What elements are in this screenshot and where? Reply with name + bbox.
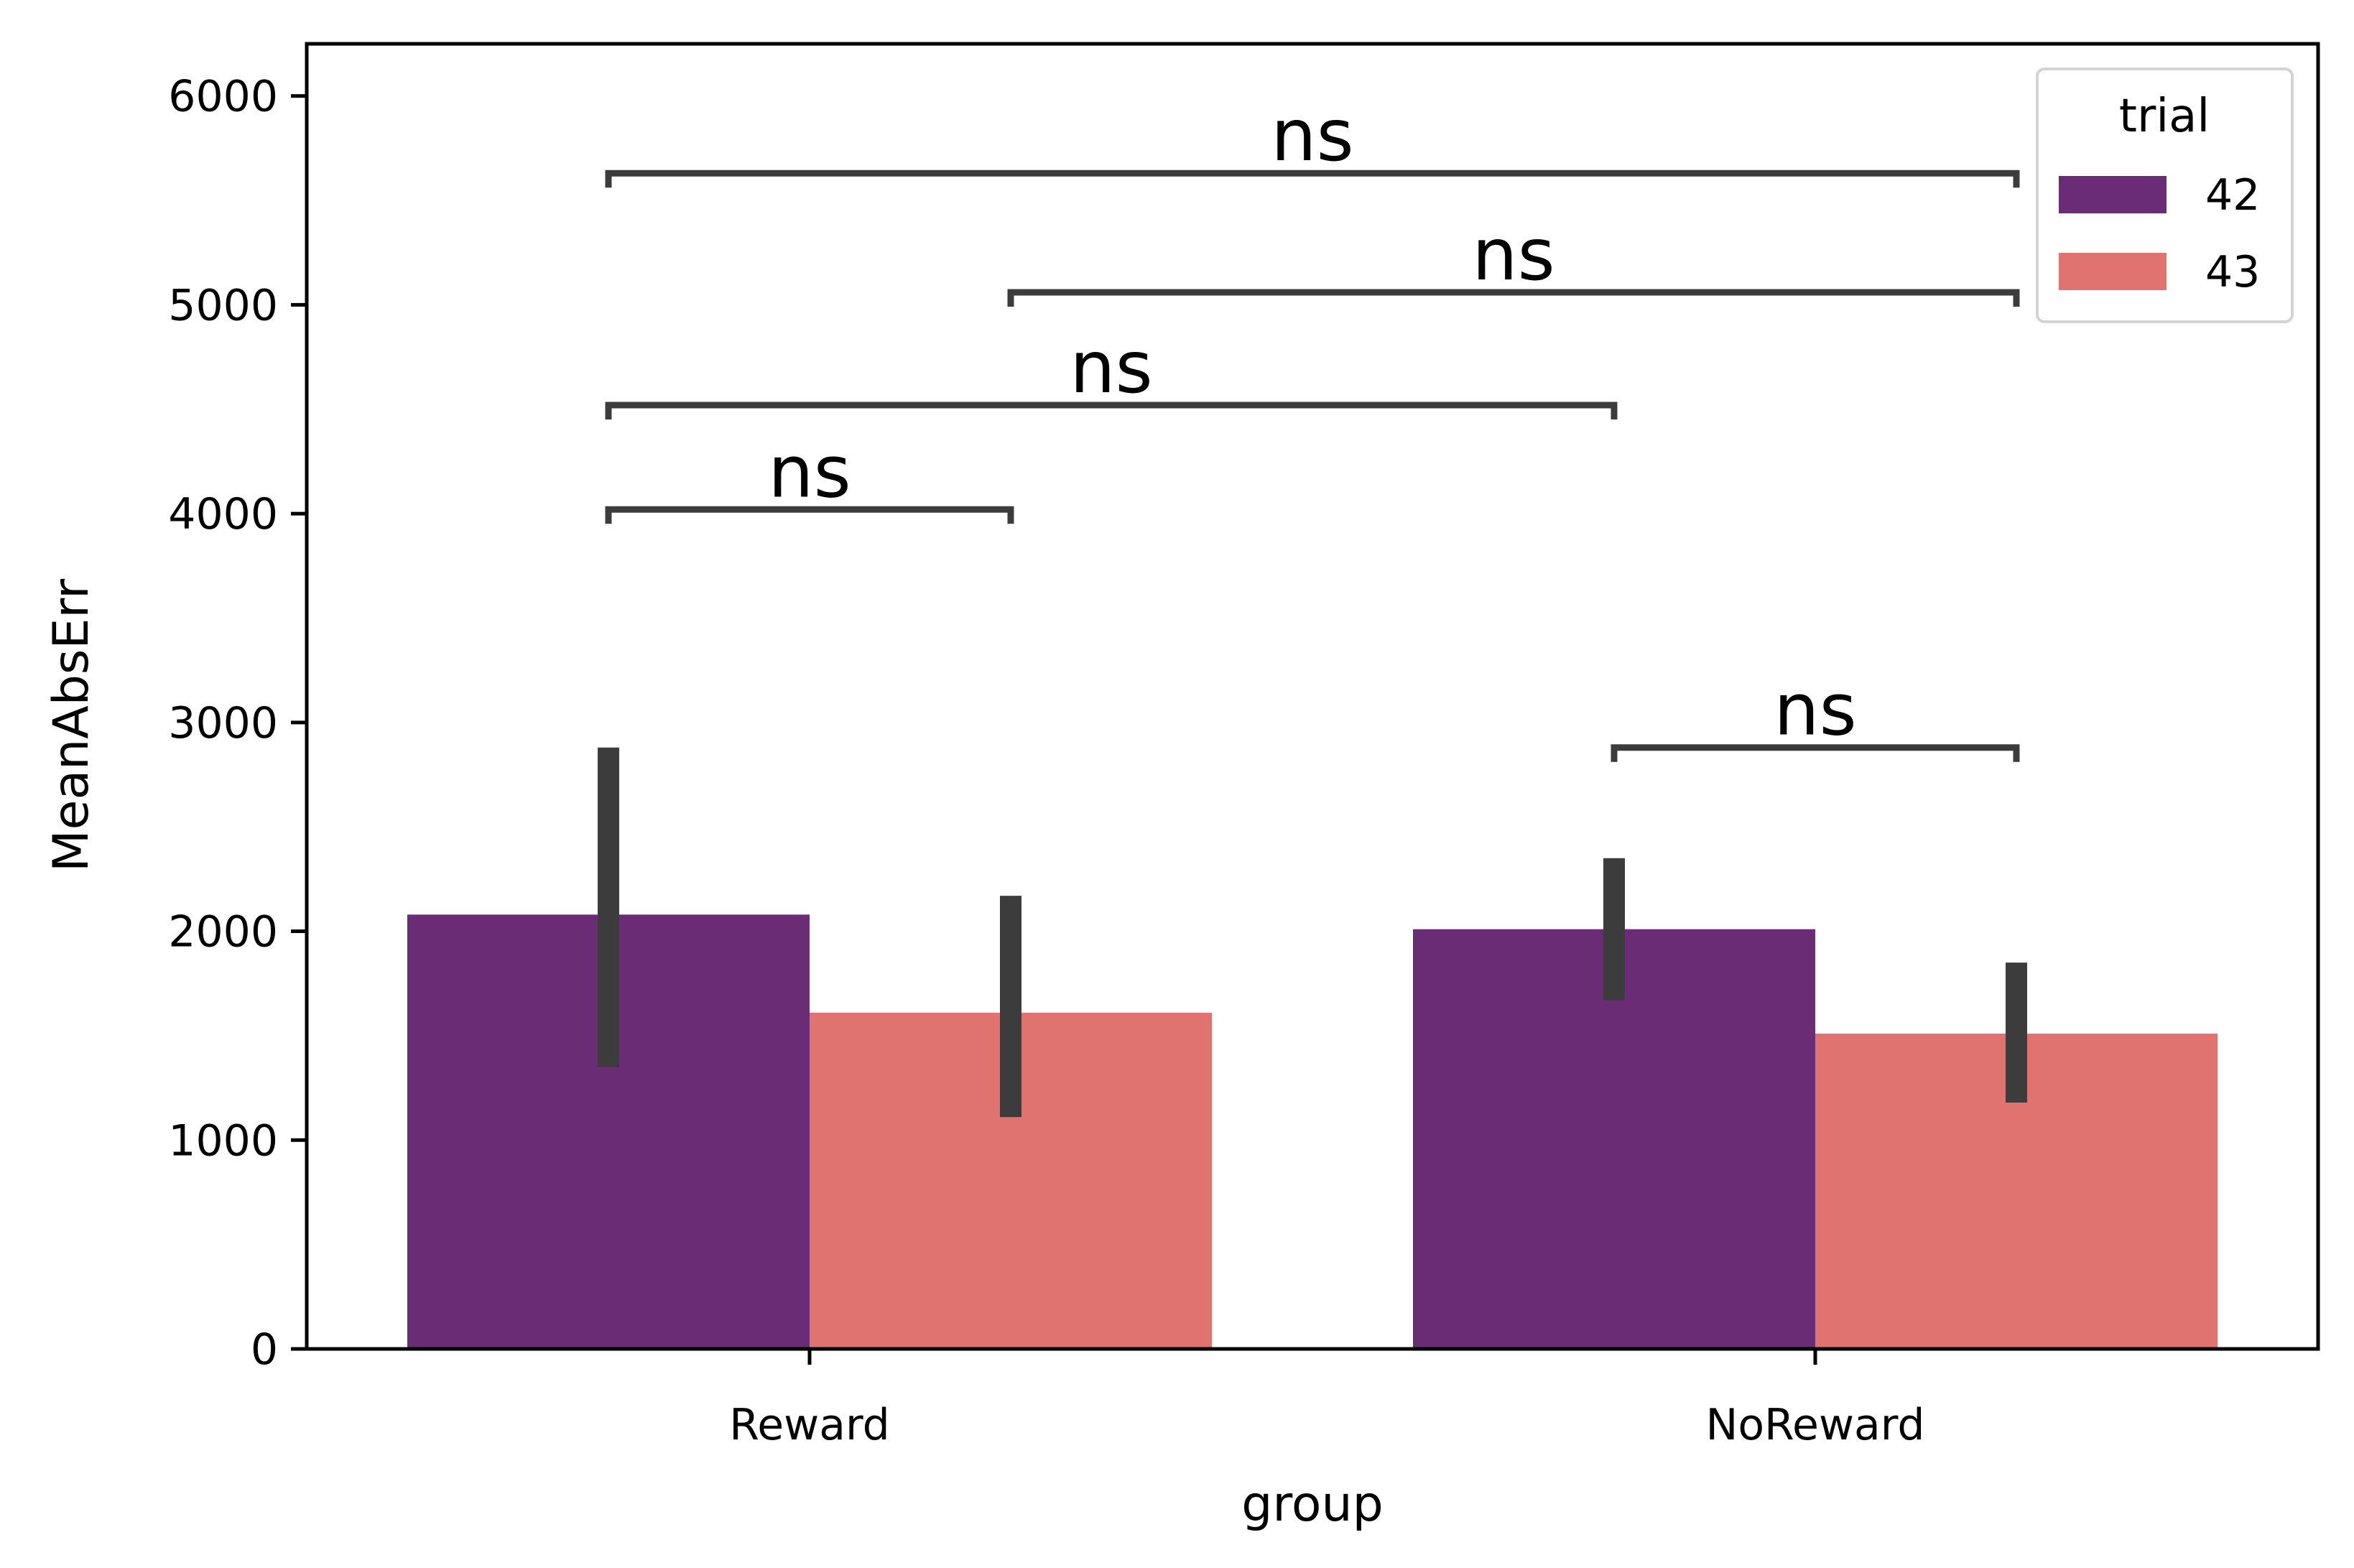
legend: trial 42 43 <box>2036 68 2294 323</box>
legend-swatch-43 <box>2059 253 2167 290</box>
plot-frame <box>305 42 2320 1351</box>
y-tick-label: 2000 <box>168 907 278 957</box>
significance-label: ns <box>1774 668 1856 752</box>
annotations-layer: ns ns ns ns ns <box>605 93 2020 762</box>
significance-bracket <box>605 506 1014 524</box>
y-axis: 0 1000 2000 3000 4000 5000 6000 <box>168 72 307 1375</box>
y-tick-label: 4000 <box>168 489 278 539</box>
y-tick-label: 6000 <box>168 72 278 122</box>
significance-bracket <box>1007 289 2020 307</box>
x-axis-title: group <box>1241 1476 1384 1533</box>
legend-title: trial <box>2119 90 2210 143</box>
significance-label: ns <box>768 430 851 514</box>
significance-bracket <box>605 170 2020 188</box>
x-tick-label-reward: Reward <box>729 1400 889 1450</box>
legend-swatch-42 <box>2059 176 2167 213</box>
significance-bracket <box>605 402 1618 419</box>
y-tick-label: 5000 <box>168 280 278 330</box>
errorbars-layer <box>598 747 2027 1118</box>
y-tick-label: 1000 <box>168 1115 278 1166</box>
y-axis-title: MeanAbsErr <box>43 579 100 872</box>
legend-label-42: 42 <box>2205 170 2260 221</box>
y-tick-label: 3000 <box>168 698 278 748</box>
x-tick-label-noreward: NoReward <box>1705 1400 1924 1450</box>
bars-layer <box>407 914 2218 1349</box>
significance-label: ns <box>1472 213 1554 297</box>
significance-label: ns <box>1070 325 1152 409</box>
significance-label: ns <box>1271 93 1353 177</box>
significance-bracket <box>1611 744 2020 762</box>
x-axis: Reward NoReward <box>729 1349 1925 1450</box>
legend-label-43: 43 <box>2205 247 2260 297</box>
y-tick-label: 0 <box>251 1325 278 1375</box>
